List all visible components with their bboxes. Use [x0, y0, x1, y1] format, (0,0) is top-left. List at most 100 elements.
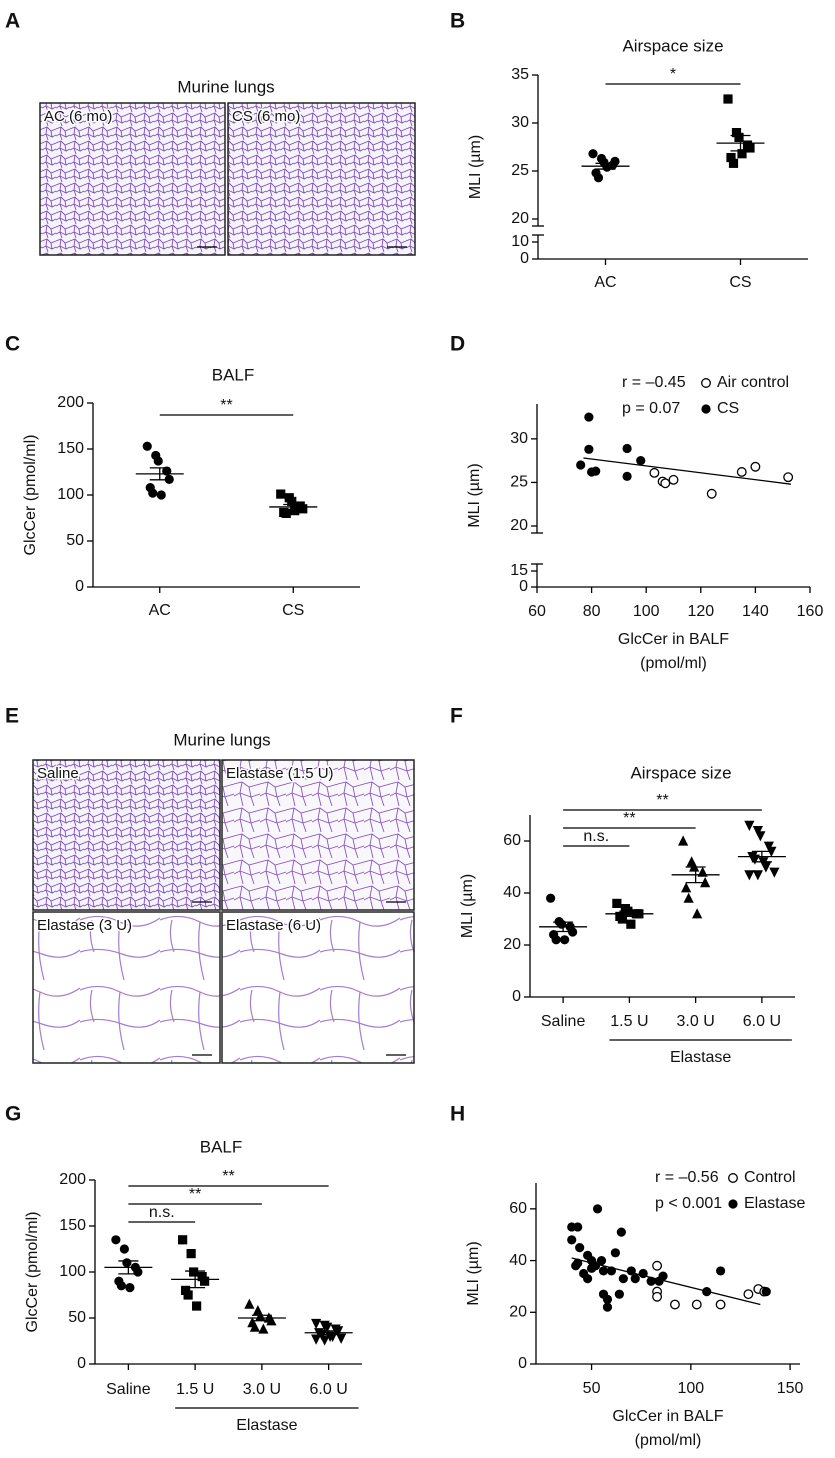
chart-title: Airspace size: [622, 36, 723, 55]
panel-letter: A: [5, 10, 20, 33]
legend-label: Air control: [717, 374, 789, 391]
y-tick-label: 20: [511, 210, 529, 227]
x-axis-label: (pmol/ml): [640, 655, 707, 672]
y-tick-label: 35: [511, 66, 529, 83]
x-tick-label: CS: [729, 274, 751, 291]
point: [192, 1301, 202, 1311]
point: [616, 1227, 626, 1237]
y-axis-label: MLI (µm): [467, 135, 484, 199]
chart-title: BALF: [212, 365, 255, 384]
y-tick-label: 200: [57, 394, 84, 411]
point: [743, 1289, 754, 1300]
point: [593, 173, 604, 183]
legend-label: CS: [717, 400, 739, 417]
point: [189, 1267, 199, 1277]
panel-label: Elastase (3 U): [37, 917, 132, 934]
point: [186, 1249, 196, 1259]
point: [726, 152, 736, 163]
x-tick-label: AC: [594, 274, 616, 291]
point: [618, 1274, 628, 1284]
group-label: Elastase: [670, 1049, 731, 1066]
point: [691, 1299, 702, 1310]
y-tick-label: 30: [510, 430, 528, 447]
y-tick-label: 100: [57, 486, 84, 503]
point: [122, 1258, 132, 1268]
point: [133, 1267, 143, 1277]
point: [745, 143, 755, 153]
x-tick-label: 50: [583, 1380, 601, 1397]
legend-label: Control: [744, 1169, 796, 1186]
point: [583, 1274, 593, 1284]
point: [658, 1271, 668, 1281]
x-tick-label: 3.0 U: [677, 1013, 715, 1030]
point: [622, 443, 632, 454]
point: [652, 1260, 663, 1271]
point: [156, 490, 166, 500]
point: [763, 841, 774, 852]
panel-letter: G: [5, 1103, 21, 1126]
point: [783, 472, 794, 483]
significance-label: **: [656, 792, 668, 809]
point: [178, 1235, 188, 1245]
y-tick-label: 0: [520, 250, 529, 267]
micrograph: [32, 911, 221, 1064]
micrograph: [227, 102, 416, 256]
point: [761, 1287, 771, 1297]
chart-title: BALF: [200, 1137, 243, 1156]
point: [728, 158, 739, 168]
point: [311, 1318, 322, 1330]
y-tick-label: 0: [77, 1355, 86, 1372]
point: [736, 467, 747, 477]
point: [744, 820, 755, 831]
point: [287, 496, 297, 507]
legend-marker: [701, 404, 711, 414]
micrograph: [221, 759, 415, 911]
point: [249, 1321, 260, 1332]
point: [119, 1244, 129, 1254]
point: [752, 870, 763, 881]
point: [626, 919, 636, 929]
stat-annotation: r = –0.45: [622, 374, 686, 391]
point: [649, 467, 660, 478]
x-tick-label: Saline: [541, 1013, 586, 1030]
point: [596, 1255, 607, 1266]
y-tick-label: 30: [511, 114, 529, 131]
point: [760, 862, 771, 873]
point: [148, 488, 158, 498]
panel-letter: F: [450, 705, 463, 728]
y-tick-label: 20: [510, 517, 528, 534]
point: [125, 1283, 135, 1293]
point: [183, 1290, 193, 1300]
x-tick-label: Saline: [106, 1381, 151, 1398]
legend-marker: [728, 1199, 738, 1209]
significance-label: *: [670, 66, 676, 83]
point: [560, 935, 570, 945]
y-tick-label: 0: [518, 1355, 527, 1372]
y-tick-label: 200: [59, 1171, 86, 1188]
point: [573, 1258, 583, 1268]
point: [617, 914, 627, 924]
panel-label: CS (6 mo): [232, 108, 300, 125]
panel-letter: C: [5, 333, 20, 356]
point: [692, 908, 703, 919]
x-tick-label: 100: [677, 1380, 704, 1397]
group-label: Elastase: [236, 1417, 297, 1434]
point: [652, 1291, 663, 1302]
point: [575, 1243, 585, 1253]
fit-line: [583, 457, 791, 485]
stat-annotation: p = 0.07: [622, 400, 680, 417]
point: [281, 508, 291, 518]
panel-label: Elastase (1.5 U): [226, 765, 334, 782]
point: [610, 156, 620, 166]
significance-label: **: [222, 1168, 234, 1185]
point: [551, 935, 561, 945]
point: [311, 1334, 322, 1345]
y-tick-label: 20: [509, 1304, 527, 1321]
y-tick-label: 150: [57, 440, 84, 457]
y-tick-label: 10: [511, 233, 529, 250]
stat-annotation: r = –0.56: [655, 1169, 719, 1186]
point: [319, 1335, 330, 1346]
significance-label: n.s.: [149, 1204, 175, 1221]
point: [715, 1299, 726, 1310]
y-tick-label: 0: [512, 988, 521, 1005]
